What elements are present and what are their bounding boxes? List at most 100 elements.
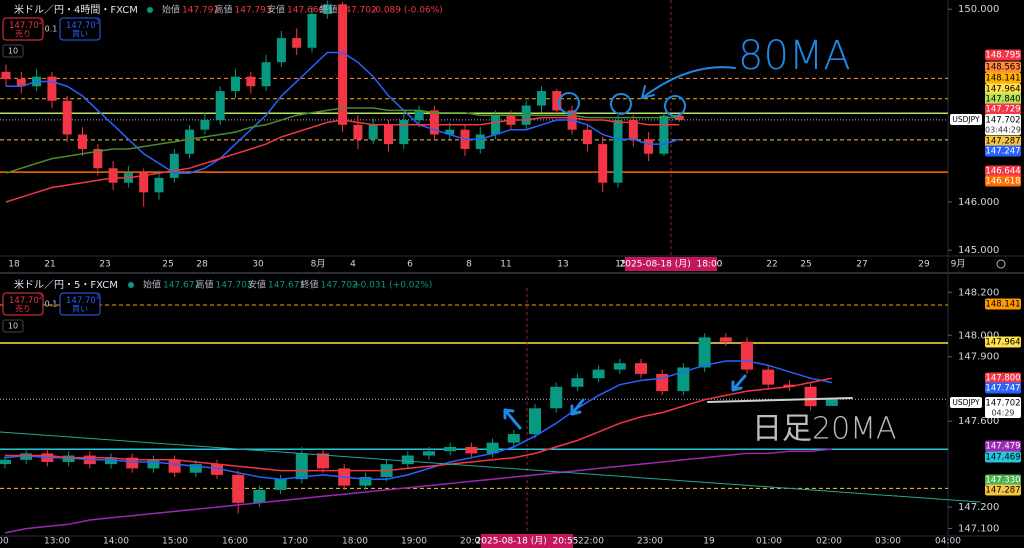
candle-body: [401, 455, 414, 465]
x-tick-label: 30: [252, 260, 264, 270]
buy-price-pip: 3: [96, 294, 100, 301]
ohlc-value: 147.793: [235, 6, 272, 16]
symbol-label: USDJPY: [952, 398, 980, 407]
sell-price-main: 147.70: [9, 296, 39, 306]
buy-label: 買い: [72, 305, 88, 314]
ohlc-value: 147.791: [182, 6, 219, 16]
ohlc-label: 安値: [267, 4, 285, 16]
annotation: 80MA: [738, 33, 851, 79]
y-tick-label: 148.000: [958, 330, 999, 341]
drawn-arrow: [731, 374, 747, 392]
ohlc-value: 147.671: [163, 281, 200, 291]
x-tick-label: 23:00: [637, 537, 663, 547]
y-tick-label: 147.200: [958, 502, 999, 513]
candle-body: [475, 134, 485, 149]
ohlc-label: 始値: [143, 279, 161, 291]
lots-box[interactable]: [2, 319, 24, 333]
candle-body: [185, 129, 195, 154]
drawn-arrow: [570, 398, 585, 416]
symbol-box: [950, 397, 982, 408]
price-label: 147.330: [985, 476, 1020, 486]
candle-body: [338, 4, 348, 125]
candle-body: [613, 120, 623, 183]
buy-button[interactable]: [59, 292, 101, 316]
buy-label: 買い: [72, 30, 88, 39]
crosshair-label-box: [625, 257, 717, 271]
candle-body: [613, 363, 626, 370]
price-label-box: [985, 451, 1021, 463]
candle-body: [698, 337, 711, 368]
symbol-label: USDJPY: [952, 115, 980, 124]
price-label: 147.287: [985, 137, 1020, 147]
sell-button[interactable]: [2, 292, 44, 316]
price-label-box: [985, 145, 1021, 157]
x-tick-label: 02:00: [816, 537, 842, 547]
price-label: 147.747: [985, 384, 1020, 394]
crosshair-label: 2025-08-18 (月) 18:00: [620, 259, 723, 270]
x-tick-label: 21: [44, 260, 55, 270]
ohlc-label: 高値: [196, 279, 214, 291]
candle-body: [537, 91, 546, 106]
candle-body: [108, 168, 118, 183]
buy-price: 147.703: [66, 19, 100, 31]
candle-body: [200, 120, 210, 130]
candle-body: [78, 134, 87, 149]
candle-body: [359, 477, 372, 486]
x-tick-label: 13:00: [44, 537, 70, 547]
price-label: 147.729: [985, 105, 1020, 115]
crosshair-label-box: [481, 534, 573, 548]
price-label-box: [985, 103, 1021, 115]
symbol-box: [950, 114, 982, 125]
x-tick-label: 29: [918, 260, 930, 270]
ohlc-label: 高値: [215, 4, 233, 16]
settings-icon[interactable]: [996, 259, 1006, 269]
x-tick-label: 01:00: [756, 537, 782, 547]
x-tick-label: 13: [557, 260, 568, 270]
price-label: 147.247: [985, 147, 1020, 157]
candle-body: [644, 139, 654, 154]
ohlc-label: 始値: [162, 4, 180, 16]
sell-button[interactable]: [2, 17, 44, 41]
drawn-arrow: [503, 408, 522, 430]
x-tick-label: 16:00: [222, 537, 248, 547]
candle-body: [783, 384, 796, 387]
price-label: 146.618: [985, 177, 1020, 187]
candle-body: [307, 13, 317, 48]
ohlc-value: 147.702: [340, 6, 377, 16]
market-status: [128, 282, 134, 288]
price-label-box: [985, 382, 1021, 394]
buy-button[interactable]: [59, 17, 101, 41]
trend-line: [0, 431, 981, 503]
sell-price-pip: 2: [39, 294, 43, 301]
candle-body: [93, 148, 103, 169]
x-tick-label: 23: [99, 260, 110, 270]
annotation: 日足20MA: [752, 412, 897, 447]
x-tick-label: 22:00: [578, 537, 604, 547]
candle-body: [762, 369, 775, 385]
buy-price-pip: 3: [96, 19, 100, 26]
candle-body: [825, 399, 838, 406]
y-tick-label: 147.600: [958, 416, 999, 427]
ohlc-value: 147.702: [216, 281, 253, 291]
last-price-box: [985, 397, 1021, 418]
ohlc-value: 147.671: [268, 281, 305, 291]
y-tick-label: 147.900: [958, 352, 999, 363]
candle-body: [147, 459, 160, 469]
x-tick-label: 14:00: [103, 537, 129, 547]
price-label-box: [985, 484, 1021, 496]
x-tick-label: 9月: [951, 259, 966, 270]
candle-body: [154, 177, 164, 193]
candle-body: [1, 71, 11, 80]
x-tick-label: 25: [800, 260, 811, 270]
candle-body: [741, 341, 753, 370]
lots-box[interactable]: [2, 44, 24, 58]
y-tick-label: 150.000: [958, 4, 999, 15]
x-tick-label: 03:00: [875, 537, 901, 547]
price-label-box: [985, 440, 1021, 452]
candle-body: [465, 446, 478, 454]
ohlc-value: 147.660: [287, 6, 324, 16]
price-label-box: [985, 61, 1021, 73]
x-tick-label: 18: [8, 260, 20, 270]
candle-body: [253, 489, 266, 503]
